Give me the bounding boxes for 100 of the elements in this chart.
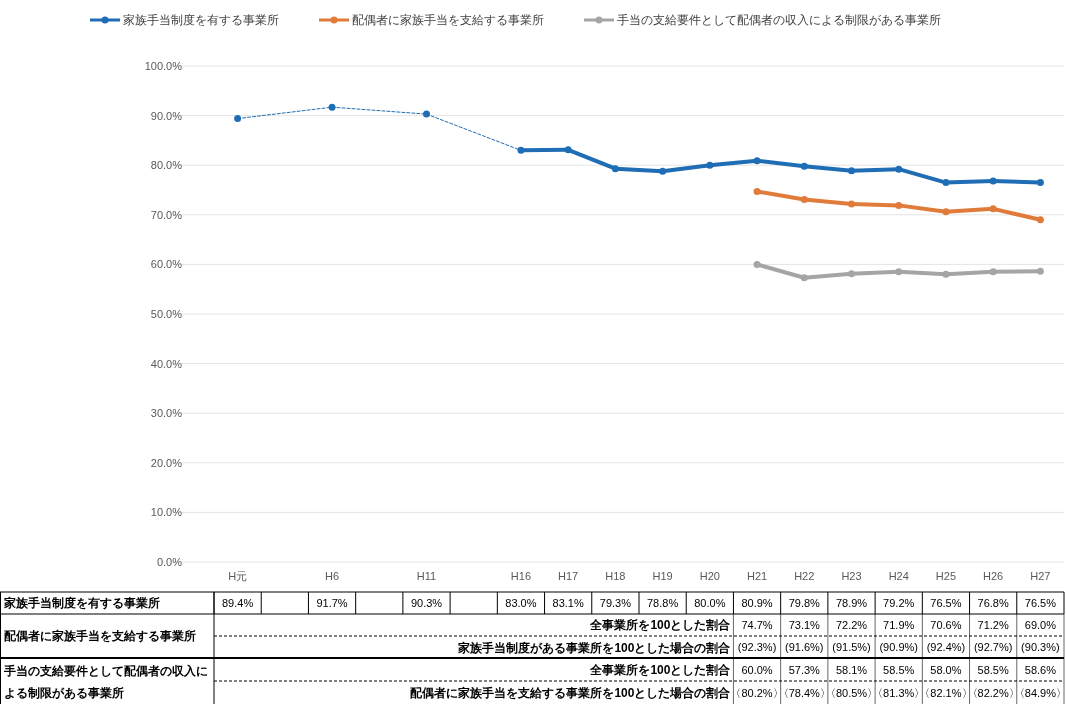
x-tick-label: H24 xyxy=(888,570,909,582)
text: 家族手当制度がある事業所を100とした場合の割合 xyxy=(458,641,731,655)
text: 家族手当制度を有する事業所 xyxy=(4,596,160,610)
point xyxy=(942,270,950,278)
data-label: 90.3% xyxy=(410,597,443,609)
data-label: 58.1% xyxy=(835,664,868,676)
point xyxy=(895,268,903,276)
y-tick-label: 10.0% xyxy=(150,506,183,519)
x-tick-label: H19 xyxy=(652,570,673,582)
point xyxy=(753,187,761,195)
point xyxy=(848,200,855,208)
point xyxy=(706,161,714,169)
text: (91.5%) xyxy=(832,641,871,653)
data-label: 58.0% xyxy=(930,664,962,676)
x-tick-label: H6 xyxy=(325,570,340,582)
y-tick-label: 70.0% xyxy=(150,208,183,221)
text: (90.3%) xyxy=(1021,641,1060,653)
x-tick-label: H21 xyxy=(746,570,768,582)
point xyxy=(800,195,808,203)
point xyxy=(1036,267,1044,275)
point xyxy=(1036,179,1044,187)
point xyxy=(659,167,667,175)
point xyxy=(517,146,525,154)
data-label: 60.0% xyxy=(741,664,773,676)
y-tick-label: 20.0% xyxy=(150,456,183,469)
point xyxy=(753,260,761,268)
point xyxy=(800,162,808,170)
legend-label: 家族手当制度を有する事業所 xyxy=(123,13,279,27)
data-label: 72.2% xyxy=(835,619,868,631)
text: (92.3%) xyxy=(737,641,777,653)
data-label: 80.0% xyxy=(694,597,726,609)
data-label: 83.0% xyxy=(505,597,537,609)
point xyxy=(800,274,808,282)
text: (91.6%) xyxy=(785,641,824,653)
data-label: 71.9% xyxy=(883,619,915,631)
data-label: 70.6% xyxy=(930,619,962,631)
y-tick-label: 90.0% xyxy=(150,109,183,122)
point xyxy=(234,115,242,123)
point xyxy=(611,165,619,173)
data-label: 83.1% xyxy=(552,597,584,609)
point xyxy=(848,270,855,278)
point xyxy=(989,177,997,185)
x-tick-label: H23 xyxy=(841,570,862,582)
x-tick-label: H17 xyxy=(558,570,579,582)
legend-label: 配偶者に家族手当を支給する事業所 xyxy=(352,13,544,27)
y-tick-label: 80.0% xyxy=(150,159,183,172)
point xyxy=(942,208,950,216)
data-label: 78.9% xyxy=(835,597,868,609)
data-label: 80.9% xyxy=(741,597,773,609)
text: 手当の支給要件として配偶者の収入による制限がある事業所 xyxy=(4,664,208,700)
point xyxy=(848,167,855,175)
data-label: 73.1% xyxy=(788,619,821,631)
data-label: 79.3% xyxy=(599,597,632,609)
y-tick-label: 0.0% xyxy=(156,556,183,568)
data-label: 76.5% xyxy=(930,597,962,609)
point xyxy=(942,179,950,187)
y-tick-label: 40.0% xyxy=(150,357,183,370)
point xyxy=(895,201,903,209)
data-label: 58.6% xyxy=(1024,664,1057,676)
text: 全事業所を100とした割合 xyxy=(590,663,731,677)
data-label: 76.8% xyxy=(977,597,1009,609)
text: 配偶者に家族手当を支給する事業所を100とした場合の割合 xyxy=(410,686,731,700)
text: (92.4%) xyxy=(926,641,966,653)
y-tick-label: 30.0% xyxy=(150,407,183,420)
data-label: 69.0% xyxy=(1024,619,1057,631)
data-label: 74.7% xyxy=(741,619,773,631)
data-label: 71.2% xyxy=(977,619,1009,631)
legend-label: 手当の支給要件として配偶者の収入による制限がある事業所 xyxy=(617,13,941,27)
point xyxy=(1036,216,1044,224)
data-label: 78.8% xyxy=(647,597,679,609)
x-tick-label: H26 xyxy=(983,570,1004,582)
point xyxy=(989,268,997,276)
x-tick-label: H25 xyxy=(935,570,957,582)
text: (92.7%) xyxy=(973,641,1013,653)
data-label: 58.5% xyxy=(977,664,1009,676)
x-tick-label: H20 xyxy=(699,570,720,582)
data-label: 89.4% xyxy=(222,597,254,609)
point xyxy=(989,205,997,213)
text: (90.9%) xyxy=(879,641,918,653)
point xyxy=(753,157,761,165)
x-tick-label: H16 xyxy=(510,570,532,582)
data-label: 79.8% xyxy=(788,597,821,609)
data-label: 79.2% xyxy=(883,597,915,609)
data-label: 76.5% xyxy=(1024,597,1057,609)
x-tick-label: H22 xyxy=(794,570,815,582)
y-tick-label: 50.0% xyxy=(150,308,183,320)
data-label: 58.5% xyxy=(883,664,915,676)
x-tick-label: H27 xyxy=(1030,570,1051,582)
point xyxy=(423,110,430,118)
y-tick-label: 100.0% xyxy=(144,60,183,72)
point xyxy=(328,103,336,111)
data-label: 91.7% xyxy=(316,597,348,609)
x-tick-label: H18 xyxy=(605,570,626,582)
point xyxy=(564,146,572,154)
x-tick-label: H11 xyxy=(416,570,437,582)
data-label: 57.3% xyxy=(788,664,821,676)
x-tick-label: H元 xyxy=(228,570,248,582)
point xyxy=(895,165,903,173)
text: 全事業所を100とした割合 xyxy=(590,618,731,632)
y-tick-label: 60.0% xyxy=(150,258,183,271)
